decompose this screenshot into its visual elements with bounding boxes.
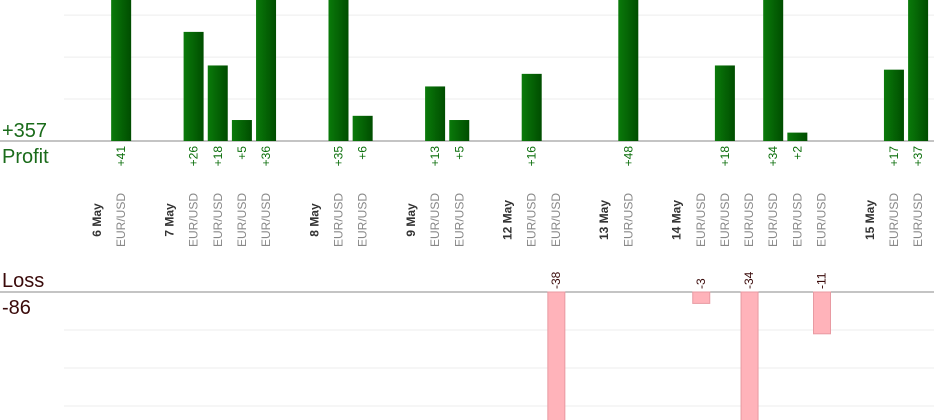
profit-value: +17 <box>887 146 901 167</box>
profit-value: +6 <box>356 146 370 160</box>
date-label: 12 May <box>501 200 515 240</box>
profit-bar <box>256 0 277 141</box>
pair-label: EUR/USD <box>259 193 273 247</box>
profit-bar <box>111 0 132 142</box>
pair-label: EUR/USD <box>766 193 780 247</box>
profit-bar <box>183 31 204 142</box>
pair-label: EUR/USD <box>235 193 249 247</box>
date-label: 14 May <box>670 200 684 240</box>
loss-bar <box>813 291 831 335</box>
profit-value: +48 <box>621 146 635 167</box>
profit-value: +41 <box>114 146 128 167</box>
pair-label: EUR/USD <box>790 193 804 247</box>
profit-bar <box>787 132 808 141</box>
profit-value: +36 <box>259 146 273 167</box>
date-label: 7 May <box>162 203 176 237</box>
profit-value: +37 <box>911 146 925 167</box>
profit-value: +5 <box>452 146 466 160</box>
loss-label: Loss <box>2 270 44 292</box>
loss-value: -38 <box>549 271 563 289</box>
profit-bar <box>231 120 252 141</box>
loss-total: -86 <box>2 297 31 319</box>
pair-label: EUR/USD <box>621 193 635 247</box>
loss-bar <box>740 291 759 420</box>
pair-label: EUR/USD <box>428 193 442 247</box>
profit-bar <box>763 0 784 142</box>
date-label: 13 May <box>597 200 611 240</box>
pair-label: EUR/USD <box>718 193 732 247</box>
pair-label: EUR/USD <box>525 193 539 247</box>
profit-value: +2 <box>790 146 804 160</box>
loss-value: -11 <box>815 272 829 289</box>
profit-bar <box>425 86 446 141</box>
profit-value: +13 <box>428 146 442 167</box>
pair-label: EUR/USD <box>356 193 370 247</box>
profit-value: +5 <box>235 146 249 160</box>
loss-bar <box>692 291 711 304</box>
loss-value: -34 <box>742 271 756 289</box>
pair-label: EUR/USD <box>911 193 925 247</box>
profit-value: +18 <box>211 146 225 167</box>
pair-label: EUR/USD <box>742 193 756 247</box>
pair-label: EUR/USD <box>211 193 225 247</box>
pair-label: EUR/USD <box>114 193 128 247</box>
profit-label: Profit <box>2 146 49 168</box>
profit-bar <box>521 73 542 141</box>
pair-label: EUR/USD <box>549 193 563 247</box>
profit-bar <box>207 65 228 141</box>
profit-bar <box>352 115 373 141</box>
date-label: 15 May <box>863 200 877 240</box>
profit-total: +357 <box>2 120 47 142</box>
profit-bar <box>449 120 470 141</box>
profit-bar <box>328 0 349 141</box>
pair-label: EUR/USD <box>887 193 901 247</box>
profit-bar <box>618 0 639 142</box>
pair-label: EUR/USD <box>694 193 708 247</box>
pair-label: EUR/USD <box>187 193 201 247</box>
pair-label: EUR/USD <box>332 193 346 247</box>
profit-value: +26 <box>187 146 201 167</box>
profit-value: +35 <box>332 146 346 167</box>
profit-bar <box>714 65 735 141</box>
profit-bar <box>908 0 929 141</box>
loss-value: -3 <box>694 278 708 289</box>
profit-bar <box>883 69 904 141</box>
profit-value: +18 <box>718 146 732 167</box>
profit-value: +34 <box>766 146 780 167</box>
date-label: 9 May <box>404 203 418 237</box>
pair-label: EUR/USD <box>452 193 466 247</box>
profit-value: +16 <box>525 146 539 167</box>
loss-bar <box>547 291 566 420</box>
pair-label: EUR/USD <box>815 193 829 247</box>
date-label: 6 May <box>90 203 104 237</box>
date-label: 8 May <box>307 203 321 237</box>
